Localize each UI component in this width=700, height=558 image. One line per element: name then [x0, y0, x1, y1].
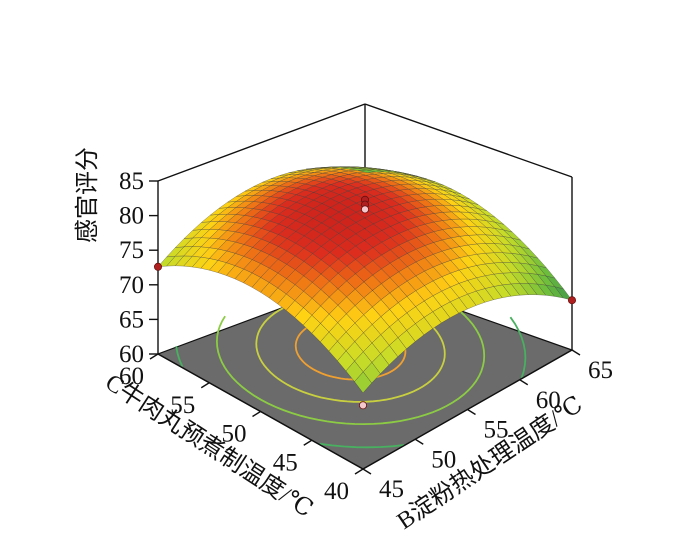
y-tick-mark [252, 410, 261, 418]
design-point-3 [360, 205, 369, 214]
y-tick-mark [200, 382, 210, 389]
z-axis-title: 感官评分 [74, 147, 101, 243]
x-tick-label: 50 [431, 446, 456, 473]
back-top-edge-right [364, 103, 573, 178]
y-tick-mark [354, 468, 364, 475]
x-tick-mark [467, 408, 476, 416]
response-surface [157, 166, 573, 394]
surface-cell [358, 169, 376, 173]
design-points [153, 195, 577, 410]
x-tick-mark [414, 438, 424, 445]
y-tick-mark [303, 439, 313, 446]
z-tick-label: 65 [119, 306, 144, 333]
design-point-4 [153, 262, 162, 271]
y-tick-label: 50 [222, 421, 247, 448]
x-tick-label: 55 [484, 417, 509, 444]
x-tick-label: 65 [588, 357, 613, 384]
y-tick-label: 60 [119, 363, 144, 390]
x-tick-mark [571, 349, 581, 356]
axes: 60 65 70 75 80 85 40 45 50 55 60 45 50 55 60 65 [119, 168, 613, 505]
x-tick-mark [362, 468, 372, 475]
y-tick-mark [149, 353, 159, 360]
z-tick-label: 60 [119, 341, 144, 368]
x-tick-label: 45 [379, 476, 404, 503]
y-tick-label: 45 [273, 449, 298, 476]
back-top-edge-left [157, 103, 366, 182]
z-tick-label: 75 [119, 237, 144, 264]
x-tick-mark [519, 379, 529, 386]
y-tick-label: 55 [170, 392, 195, 419]
design-point-5 [568, 296, 577, 305]
z-tick-label: 70 [119, 272, 144, 299]
y-tick-label: 40 [324, 478, 349, 505]
z-tick-label: 80 [119, 203, 144, 230]
z-tick-label: 85 [119, 168, 144, 195]
design-point-6 [358, 401, 367, 410]
x-tick-label: 60 [536, 387, 561, 414]
